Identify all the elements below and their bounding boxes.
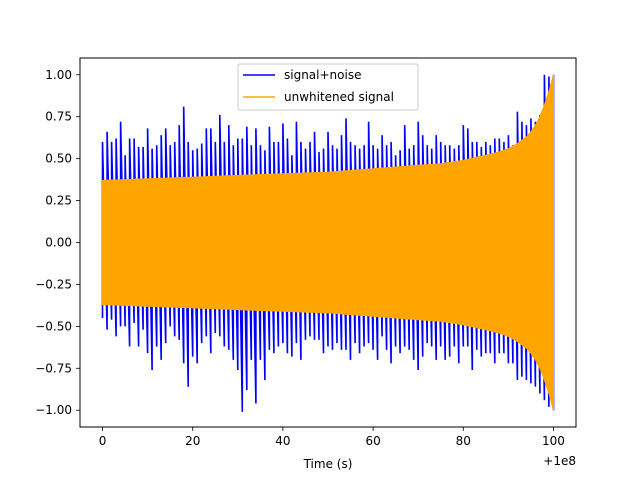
series-unwhitened-signal	[102, 74, 554, 411]
x-tick-label: 60	[365, 434, 380, 448]
x-axis: 0 20 40 60 80 100	[99, 427, 565, 448]
x-tick-label: 40	[275, 434, 290, 448]
y-tick-label: 0.75	[45, 110, 72, 124]
y-tick-label: 0.25	[45, 194, 72, 208]
y-tick-label: −1.00	[35, 403, 72, 417]
y-tick-label: 0.50	[45, 152, 72, 166]
x-tick-label: 20	[185, 434, 200, 448]
legend-label-signal-noise: signal+noise	[284, 68, 361, 82]
x-tick-label: 100	[542, 434, 565, 448]
y-axis: −1.00 −0.75 −0.50 −0.25 0.00 0.25 0.50 0.75 1.00	[35, 68, 80, 417]
legend-box	[237, 63, 419, 111]
legend-label-unwhitened-signal: unwhitened signal	[284, 90, 394, 104]
legend: signal+noise unwhitened signal	[237, 63, 419, 111]
x-tick-label: 0	[99, 434, 107, 448]
y-tick-label: 0.00	[45, 236, 72, 250]
y-tick-label: −0.75	[35, 361, 72, 375]
x-offset-label: +1e8	[543, 454, 576, 468]
x-axis-label: Time (s)	[303, 457, 353, 471]
x-tick-label: 80	[456, 434, 471, 448]
y-tick-label: −0.50	[35, 319, 72, 333]
y-tick-label: −0.25	[35, 277, 72, 291]
y-tick-label: 1.00	[45, 68, 72, 82]
series-layer	[101, 74, 555, 412]
